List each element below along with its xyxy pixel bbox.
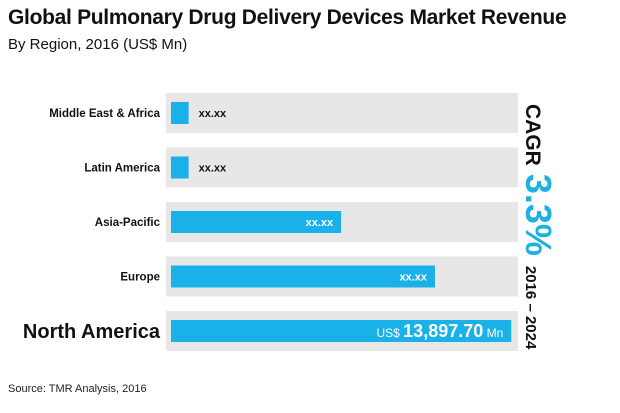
cagr-label: CAGR: [521, 104, 544, 166]
data-label: xx.xx: [306, 217, 334, 229]
cagr-callout: CAGR 3.3% 2016 – 2024: [518, 104, 563, 354]
category-label: Middle East & Africa: [49, 108, 160, 120]
chart-subtitle: By Region, 2016 (US$ Mn): [8, 36, 188, 53]
bar: [171, 265, 435, 288]
source-note: Source: TMR Analysis, 2016: [8, 383, 147, 395]
data-label: xx.xx: [199, 163, 227, 175]
cagr-period: 2016 – 2024: [522, 265, 539, 350]
bar: [171, 102, 189, 124]
bar: [171, 320, 512, 342]
bar-track: [166, 93, 518, 133]
category-label: Europe: [120, 272, 160, 284]
bar: [171, 211, 342, 233]
data-label: xx.xx: [399, 272, 427, 284]
cagr-value: 3.3%: [518, 173, 559, 256]
bar-track: [166, 147, 518, 188]
data-label: xx.xx: [199, 108, 227, 120]
bar: [171, 156, 189, 179]
chart-title: Global Pulmonary Drug Delivery Devices M…: [8, 6, 567, 29]
category-label: North America: [23, 321, 161, 343]
category-label: Latin America: [84, 163, 160, 175]
data-label: US$ 13,897.70 Mn: [376, 321, 503, 341]
category-label: Asia-Pacific: [95, 217, 161, 229]
